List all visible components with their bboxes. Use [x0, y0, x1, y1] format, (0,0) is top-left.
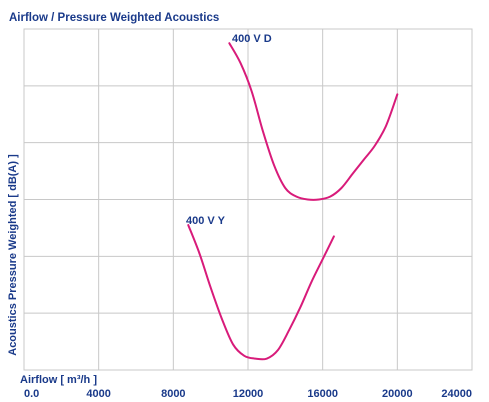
x-tick-label: 8000: [161, 388, 185, 400]
grid: [23, 28, 473, 371]
x-tick-label: 12000: [233, 388, 264, 400]
series-label-400-v-d: 400 V D: [232, 33, 272, 45]
series-line-400-v-d: [228, 42, 399, 201]
series-line-400-v-y: [187, 224, 335, 361]
x-tick-label: 0.0: [24, 388, 39, 400]
series-label-400-v-y: 400 V Y: [186, 215, 226, 227]
x-tick-label: 4000: [86, 388, 110, 400]
x-tick-label: 20000: [382, 388, 413, 400]
series-lines: [187, 42, 399, 361]
x-tick-label: 24000: [441, 388, 472, 400]
x-tick-label: 16000: [307, 388, 338, 400]
chart-title: Airflow / Pressure Weighted Acoustics: [9, 12, 219, 24]
x-axis-label: Airflow [ m³/h ]: [20, 374, 97, 386]
y-axis-label: Acoustics Pressure Weighted [ dB(A) ]: [7, 154, 19, 356]
x-tick-labels: 0.0 4000 8000 12000 16000 20000 24000: [24, 388, 472, 400]
